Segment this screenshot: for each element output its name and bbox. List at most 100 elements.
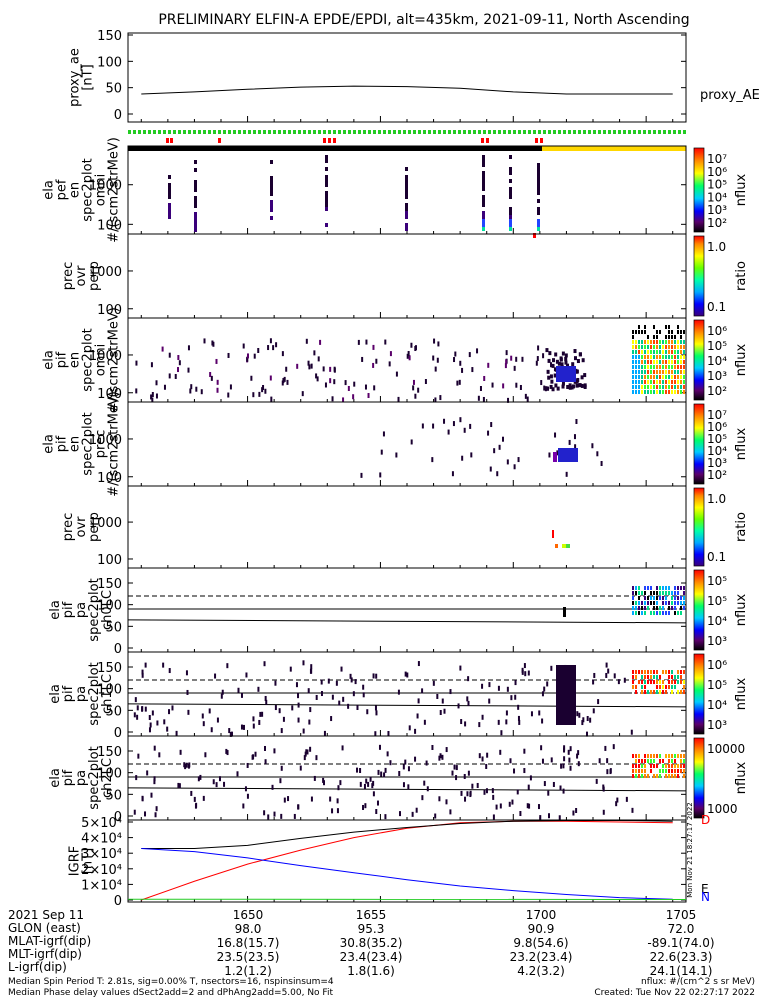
spectrogram-pixel [653,754,655,758]
spectrogram-pixel [305,338,308,344]
spectrogram-pixel [325,195,328,199]
spectrogram-pixel [505,710,508,716]
spectrogram-pixel [665,345,667,349]
status-dot [183,130,186,134]
spectrogram-pixel [526,803,529,809]
spectrogram-pixel [490,422,493,428]
spectrogram-pixel [680,365,682,369]
spectrogram-pixel [552,358,556,363]
footer-spin: Median Spin Period T: 2.81s, sig=0.00% T… [8,977,334,987]
spectrogram-pixel [481,756,484,762]
spectrogram-pixel [674,370,676,374]
spectrogram-pixel [653,380,655,384]
spectrogram-pixel [415,807,418,813]
spectrogram-pixel [680,335,682,339]
spectrogram-pixel [668,370,670,374]
spectrogram-pixel [540,380,543,386]
spectrogram-pixel [635,754,637,758]
spectrogram-pixel [650,385,652,389]
spectrogram-pixel [644,385,646,389]
spectrogram-pixel [632,591,634,595]
spectrogram-pixel [148,727,151,733]
y-tick-label: 1000 [89,265,122,280]
status-dot [348,130,351,134]
status-dot [166,138,169,143]
y-tick-label: 2×10⁴ [81,863,122,878]
spectrogram-pixel [375,358,378,364]
spectrogram-pixel [659,606,661,610]
spectrogram-pixel [221,689,224,695]
spectrogram-pixel [659,680,661,684]
spectrogram-pixel [668,769,670,773]
spectrogram-pixel [451,770,454,776]
spectrogram-pixel [425,760,428,766]
status-dot [423,130,426,134]
y-axis-label: ch1LC [100,674,115,714]
spectrogram-pixel [680,611,682,615]
spectrogram-pixel [482,215,485,219]
spectrogram-pixel [641,330,643,334]
spectrogram-pixel [644,680,646,684]
spectrogram-pixel [668,365,670,369]
spectrogram-pixel [680,685,682,689]
spectrogram-pixel [674,380,676,384]
spectrogram-pixel [144,706,147,712]
spectrogram-pixel [677,380,679,384]
spectrogram-pixel [683,754,685,758]
spectrogram-pixel [297,717,300,723]
status-dot [503,130,506,134]
colorbar-tick-label: 10⁵ [707,178,727,192]
colorbar-tick-label: 10⁴ [707,354,727,368]
spectrogram-pixel [376,800,379,806]
spectrogram-pixel [270,396,273,402]
spectrogram-pixel [638,754,640,758]
spectrogram-pixel [662,586,664,590]
y-tick-label: 3×10⁴ [81,847,122,862]
spectrogram-pixel [305,749,308,755]
spectrogram-pixel [325,159,328,163]
spectrogram-pixel [662,611,664,615]
row-label-l: L-igrf(dip) [8,960,67,974]
spectrogram-pixel [204,752,207,758]
colorbar [693,235,705,317]
spectrogram-pixel [212,779,215,785]
status-dot [213,130,216,134]
spectrogram-pixel [469,423,472,429]
spectrogram-pixel [680,675,682,679]
spectrogram-pixel [246,353,249,359]
spectrogram-pixel [638,690,640,694]
spectrogram-pixel [671,680,673,684]
spectrogram-pixel [662,375,664,379]
spectrogram-pixel [671,390,673,394]
spectrogram-pixel [653,690,655,694]
spectrogram-pixel [565,471,568,477]
spectrogram-pixel [662,670,664,674]
spectrogram-pixel [635,601,637,605]
spectrogram-pixel [653,611,655,615]
spectrogram-pixel [496,471,499,477]
spectrogram-pixel [549,374,553,379]
spectrogram-pixel [665,591,667,595]
spectrogram-pixel [659,390,661,394]
spectrogram-pixel [662,380,664,384]
spectrogram-pixel [373,385,376,391]
spectrogram-pixel [133,712,136,718]
status-dot [683,130,686,134]
spectrogram-pixel [659,690,661,694]
colorbar-label: nflux [734,678,749,711]
y-axis-label: pa [74,770,89,786]
status-dot [443,130,446,134]
spectrogram-pixel [665,769,667,773]
spectrogram-pixel [659,586,661,590]
legend-entry: D [701,813,710,827]
spectrogram-pixel [662,680,664,684]
spectrogram-pixel [539,815,542,821]
y-tick-label: 100 [97,55,122,70]
status-dot [648,130,651,134]
colorbar-label: nflux [734,428,749,461]
spectrogram-pixel [511,799,514,805]
spectrogram-pixel [405,227,408,231]
spectrogram-pixel [605,662,608,668]
spectrogram-pixel [144,662,147,668]
spectrogram-pixel [632,385,634,389]
